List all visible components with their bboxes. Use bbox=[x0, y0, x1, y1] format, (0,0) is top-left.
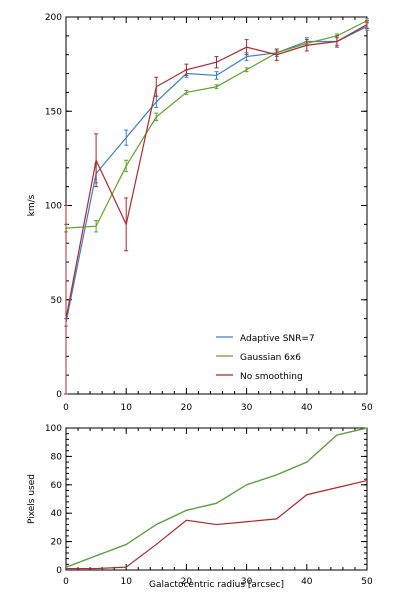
x-axis-label: Galactocentric radius [arcsec] bbox=[149, 580, 284, 590]
y-tick-label: 200 bbox=[45, 13, 62, 23]
x-tick-label: 40 bbox=[301, 577, 313, 587]
series-line-1 bbox=[65, 427, 368, 568]
x-tick-label: 0 bbox=[63, 577, 69, 587]
x-tick-label: 0 bbox=[63, 403, 69, 413]
y-tick-label: 0 bbox=[56, 390, 62, 400]
y-axis-label: Pixels used bbox=[27, 474, 37, 524]
y-axis-label: km/s bbox=[27, 194, 37, 216]
x-tick-label: 20 bbox=[181, 577, 193, 587]
x-tick-label: 50 bbox=[361, 403, 373, 413]
y-tick-label: 100 bbox=[45, 202, 62, 212]
series-line-0 bbox=[65, 25, 368, 323]
plot-frame bbox=[65, 427, 368, 571]
series-line-2 bbox=[66, 479, 368, 570]
y-tick-label: 0 bbox=[56, 566, 62, 576]
rotation-curve-panel: 0 10 20 30 40 50 0 50 100 150 200 km/s Adaptive SNR=… bbox=[27, 13, 373, 413]
x-tick-label: 50 bbox=[361, 577, 373, 587]
x-tick-label: 10 bbox=[120, 403, 132, 413]
series-line-2 bbox=[65, 24, 368, 319]
series-line-1 bbox=[65, 20, 368, 229]
y-tick-label: 80 bbox=[51, 452, 63, 462]
legend-label-0: Adaptive SNR=7 bbox=[240, 334, 315, 344]
y-tick-label: 20 bbox=[51, 538, 63, 548]
y-tick-label: 50 bbox=[51, 296, 63, 306]
legend-label-2: No smoothing bbox=[240, 372, 303, 382]
legend-label-1: Gaussian 6x6 bbox=[240, 353, 301, 363]
y-tick-label: 150 bbox=[45, 107, 62, 117]
x-tick-label: 30 bbox=[241, 577, 253, 587]
y-tick-label: 40 bbox=[51, 509, 63, 519]
pixels-used-panel: 0 10 20 30 40 50 0 20 40 60 80 100 Pixels used Galact… bbox=[27, 424, 373, 590]
x-tick-label: 20 bbox=[181, 403, 193, 413]
y-tick-label: 60 bbox=[51, 481, 63, 491]
x-tick-label: 30 bbox=[241, 403, 253, 413]
x-tick-label: 40 bbox=[301, 403, 313, 413]
x-tick-label: 10 bbox=[120, 577, 132, 587]
y-tick-label: 100 bbox=[45, 424, 62, 434]
